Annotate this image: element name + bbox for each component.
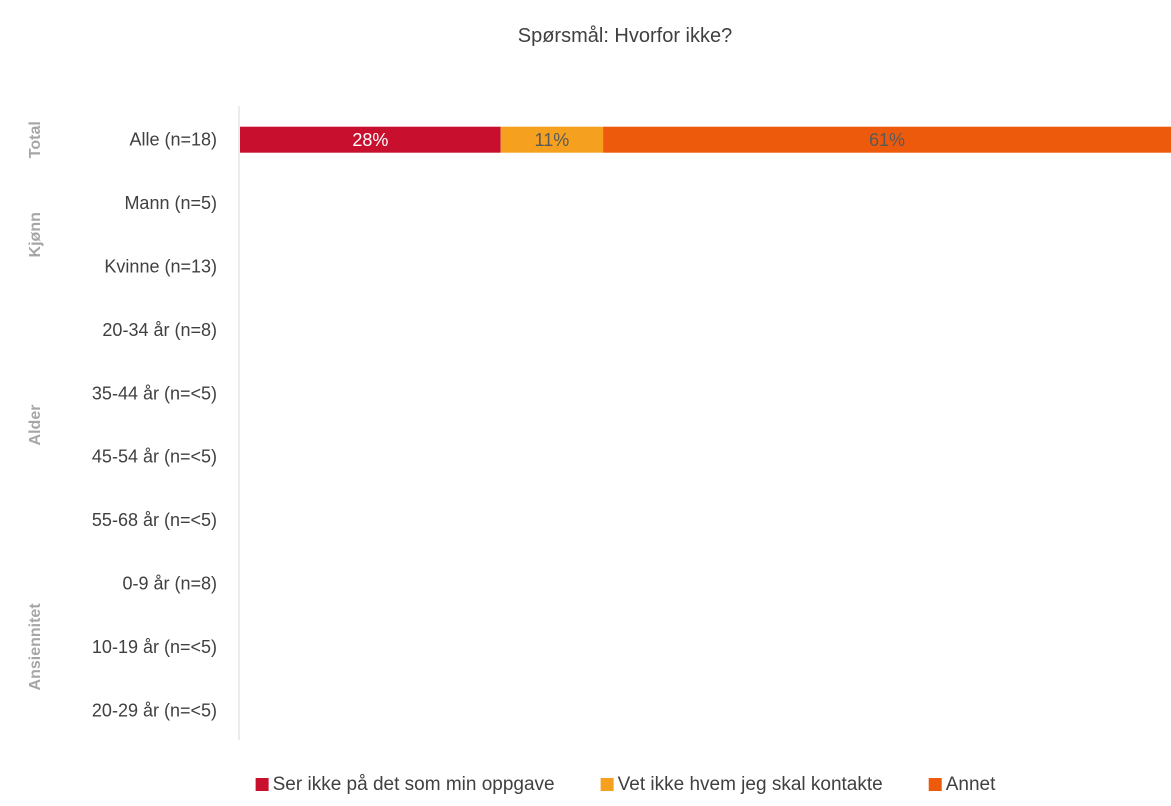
category-label-mann-n-5: Mann (n=5) — [124, 193, 217, 213]
category-label-10-19-ar-n-5: 10-19 år (n=<5) — [92, 637, 217, 657]
legend-swatch-annet — [928, 778, 942, 791]
legend-label-vet-ikke-hvem-jeg-skal-kontakte: Vet ikke hvem jeg skal kontakte — [618, 774, 883, 795]
category-label-20-29-ar-n-5: 20-29 år (n=<5) — [92, 700, 217, 720]
legend-item-vet-ikke-hvem-jeg-skal-kontakte: Vet ikke hvem jeg skal kontakte — [600, 774, 883, 795]
category-label-20-34-ar-n-8: 20-34 år (n=8) — [102, 320, 217, 340]
category-label-55-68-ar-n-5: 55-68 år (n=<5) — [92, 510, 217, 530]
legend-label-annet: Annet — [946, 774, 996, 795]
legend-item-annet: Annet — [928, 774, 996, 795]
category-label-kvinne-n-13: Kvinne (n=13) — [104, 257, 217, 277]
legend-label-ser-ikke-pa-det-som-min-oppgave: Ser ikke på det som min oppgave — [273, 774, 555, 795]
group-label-alder: Alder — [27, 405, 44, 446]
legend-swatch-ser-ikke-pa-det-som-min-oppgave — [255, 778, 269, 791]
category-label-0-9-ar-n-8: 0-9 år (n=8) — [122, 574, 217, 594]
group-label-ansiennitet: Ansiennitet — [27, 603, 44, 691]
legend: Ser ikke på det som min oppgave Vet ikke … — [255, 774, 996, 795]
chart-title: Spørsmål: Hvorfor ikke? — [518, 25, 733, 47]
group-label-total: Total — [27, 121, 44, 158]
data-label-vet-ikke-hvem-jeg-skal-kontakte-alle-n-18: 11% — [535, 130, 570, 150]
data-label-ser-ikke-pa-det-som-min-oppgave-alle-n-18: 28% — [352, 130, 388, 150]
data-label-annet-alle-n-18: 61% — [869, 130, 905, 150]
category-label-35-44-ar-n-5: 35-44 år (n=<5) — [92, 383, 217, 403]
bar-annet-alle-n-18 — [603, 126, 1171, 153]
bars-layer: 28% 11% 61% — [240, 126, 1171, 153]
legend-item-ser-ikke-pa-det-som-min-oppgave: Ser ikke på det som min oppgave — [255, 774, 555, 795]
bar-vet-ikke-hvem-jeg-skal-kontakte-alle-n-18 — [500, 126, 604, 153]
legend-swatch-vet-ikke-hvem-jeg-skal-kontakte — [600, 778, 614, 791]
group-label-kj-nn: Kjønn — [27, 212, 44, 257]
bar-ser-ikke-pa-det-som-min-oppgave-alle-n-18 — [240, 126, 501, 153]
category-label-45-54-ar-n-5: 45-54 år (n=<5) — [92, 447, 217, 467]
category-labels-layer: Alle (n=18) Mann (n=5) Kvinne (n=13) 20-34 … — [92, 130, 217, 721]
group-labels-layer: Total Kjønn Alder Ansiennitet — [27, 121, 44, 690]
category-label-alle-n-18: Alle (n=18) — [129, 130, 217, 150]
